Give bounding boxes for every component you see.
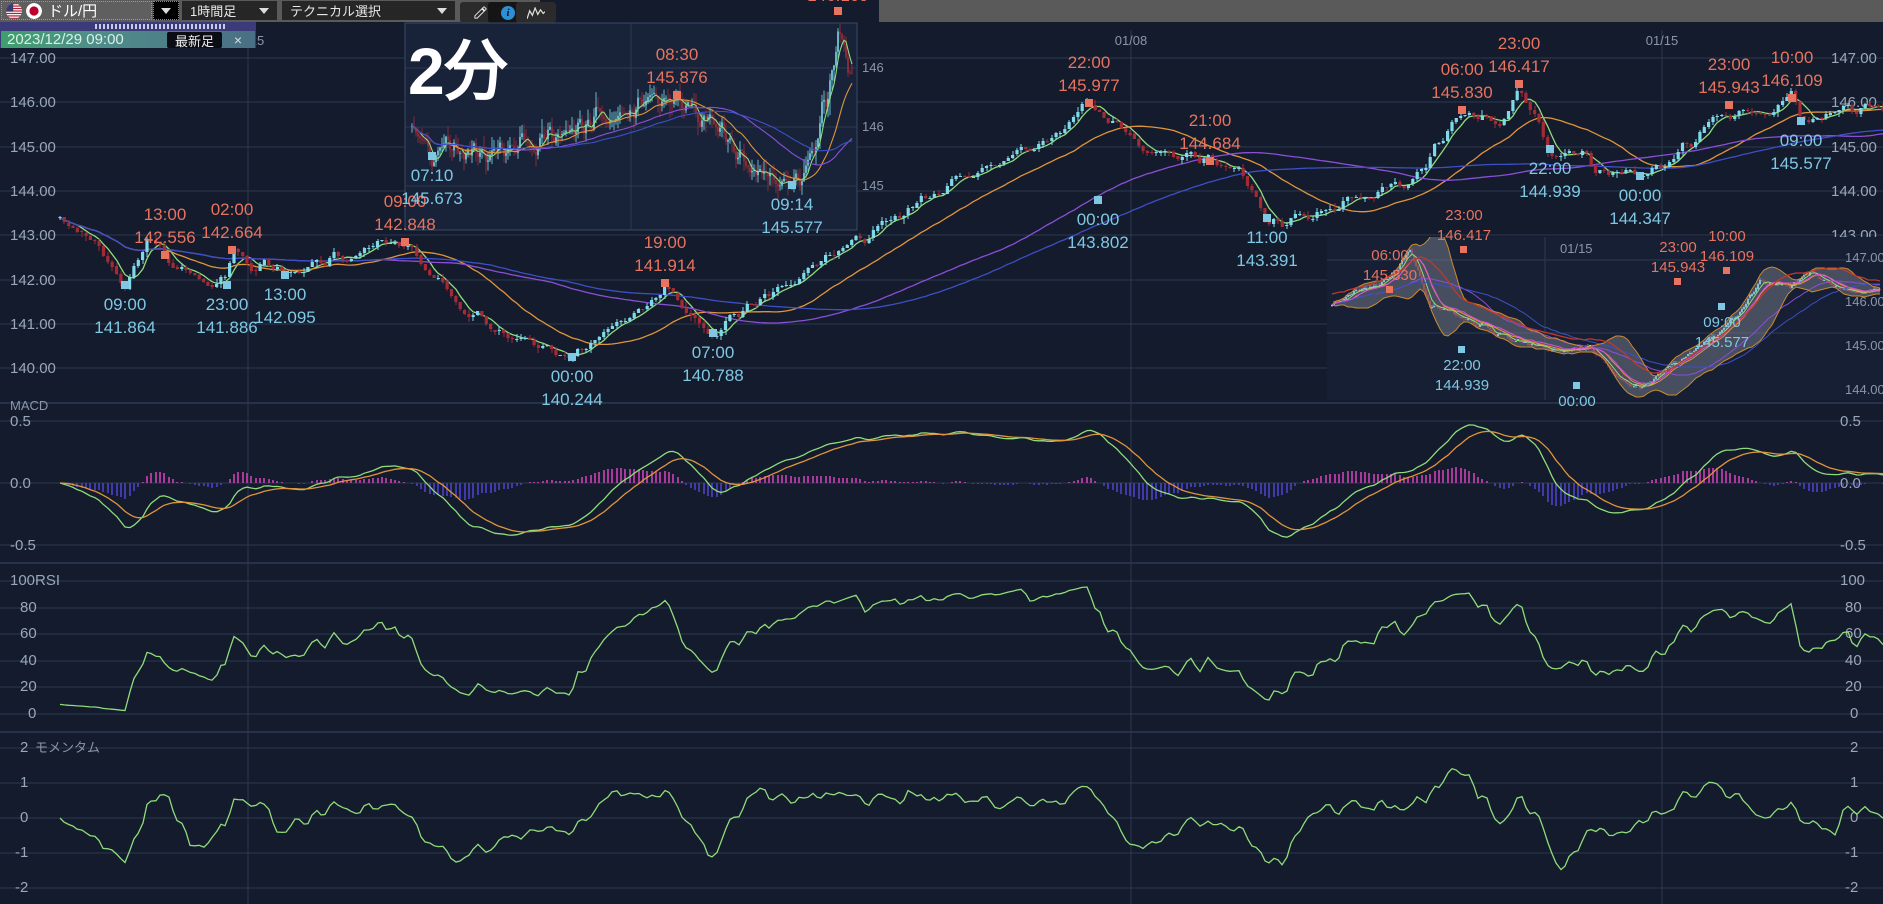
svg-text:-0.5: -0.5	[10, 537, 36, 554]
svg-text:-0.5: -0.5	[1840, 537, 1866, 554]
svg-text:0: 0	[20, 809, 28, 826]
svg-text:147.00: 147.00	[10, 50, 56, 67]
svg-text:01/08: 01/08	[1115, 33, 1148, 48]
svg-text:140.00: 140.00	[10, 360, 56, 377]
svg-text:1: 1	[20, 774, 28, 791]
svg-text:146.00: 146.00	[10, 94, 56, 111]
svg-text:0: 0	[1850, 705, 1858, 722]
svg-text:-1: -1	[15, 844, 28, 861]
svg-text:100: 100	[1840, 572, 1865, 589]
svg-text:20: 20	[1845, 678, 1862, 695]
svg-text:01/15: 01/15	[1646, 33, 1679, 48]
svg-text:145.00: 145.00	[1845, 338, 1883, 353]
svg-text:RSI: RSI	[35, 572, 60, 589]
svg-text:-2: -2	[15, 879, 28, 896]
svg-text:40: 40	[1845, 652, 1862, 669]
svg-text:147.00: 147.00	[1831, 50, 1877, 67]
svg-text:141.00: 141.00	[10, 316, 56, 333]
svg-text:0: 0	[28, 705, 36, 722]
svg-text:0.0: 0.0	[10, 475, 31, 492]
svg-text:-2: -2	[1845, 879, 1858, 896]
svg-text:2: 2	[1850, 739, 1858, 756]
svg-text:144.00: 144.00	[1831, 183, 1877, 200]
svg-text:144.00: 144.00	[10, 183, 56, 200]
svg-text:01/15: 01/15	[1560, 241, 1593, 256]
svg-text:146: 146	[862, 119, 884, 134]
svg-text:80: 80	[1845, 599, 1862, 616]
svg-text:0.5: 0.5	[10, 413, 31, 430]
svg-text:142.00: 142.00	[10, 272, 56, 289]
svg-text:146: 146	[862, 60, 884, 75]
svg-text:100: 100	[10, 572, 35, 589]
svg-text:モメンタム: モメンタム	[35, 740, 100, 755]
svg-text:145.00: 145.00	[1831, 139, 1877, 156]
svg-text:60: 60	[20, 625, 37, 642]
svg-text:-1: -1	[1845, 844, 1858, 861]
svg-text:147.00: 147.00	[1845, 250, 1883, 265]
svg-text:80: 80	[20, 599, 37, 616]
svg-text:20: 20	[20, 678, 37, 695]
svg-text:60: 60	[1845, 625, 1862, 642]
svg-text:144.00: 144.00	[1845, 382, 1883, 397]
svg-text:143.00: 143.00	[10, 227, 56, 244]
svg-text:40: 40	[20, 652, 37, 669]
svg-text:2: 2	[20, 739, 28, 756]
svg-text:MACD: MACD	[10, 398, 48, 413]
svg-text:1: 1	[1850, 774, 1858, 791]
svg-text:145: 145	[862, 178, 884, 193]
svg-text:0.5: 0.5	[1840, 413, 1861, 430]
svg-text:145.00: 145.00	[10, 139, 56, 156]
